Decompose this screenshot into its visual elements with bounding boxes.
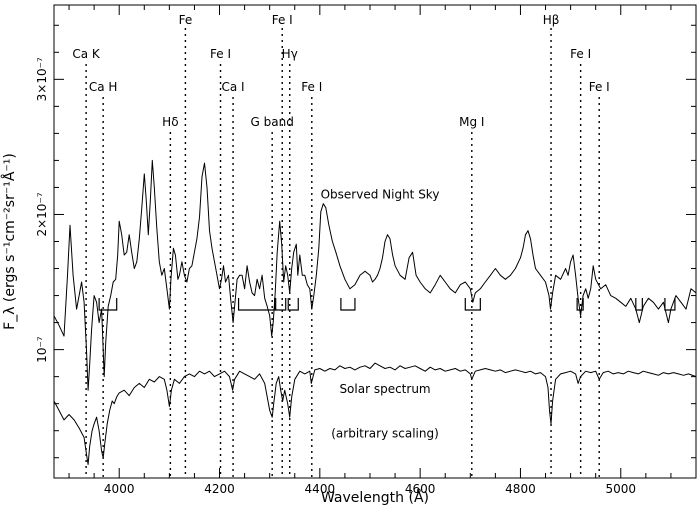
x-tick-label: 4400 (305, 482, 336, 496)
line-marker-label: Fe I (589, 80, 610, 94)
line-marker-label: Fe (179, 13, 193, 27)
chart-annotations: Observed Night Sky Solar spectrum (arbitra… (321, 187, 440, 440)
y-tick-label: 3×10⁻⁷ (35, 57, 49, 101)
feature-bracket (275, 298, 287, 311)
observed-night-sky-line (53, 159, 697, 391)
feature-bracket (464, 298, 481, 311)
line-marker-label: Hβ (543, 13, 560, 27)
solar-spectrum-line (53, 362, 697, 465)
line-marker-label: Fe I (272, 13, 293, 27)
x-tick-label: 4000 (104, 482, 135, 496)
line-marker-label: Mg I (459, 115, 484, 129)
feature-bracket (664, 298, 676, 311)
line-marker-label: Fe I (301, 80, 322, 94)
y-tick-label: 2×10⁻⁷ (35, 192, 49, 236)
feature-bracket (237, 298, 276, 311)
feature-bracket (635, 298, 643, 311)
feature-brackets (98, 298, 676, 311)
x-tick-label: 5000 (605, 482, 636, 496)
line-marker-label: Ca I (222, 80, 245, 94)
chart-annotation: (arbitrary scaling) (331, 426, 439, 440)
line-marker-label: Ca H (89, 80, 118, 94)
chart-annotation: Solar spectrum (339, 382, 430, 396)
y-tick-label: 10⁻⁷ (35, 336, 49, 363)
x-tick-label: 4600 (405, 482, 436, 496)
chart-labels: 4000 4200 4400 4600 4800 5000 10⁻⁷ 2×10⁻⁷ 3×10⁻⁷… (35, 13, 636, 496)
x-tick-label: 4800 (505, 482, 536, 496)
y-axis-title: F_λ (ergs s⁻¹cm⁻²sr⁻¹Å⁻¹) (1, 153, 18, 330)
line-marker-label: Ca K (72, 47, 101, 61)
chart-annotation: Observed Night Sky (321, 187, 440, 201)
feature-bracket (340, 298, 356, 311)
x-tick-label: 4200 (204, 482, 235, 496)
feature-bracket (287, 298, 299, 311)
x-axis-title: Wavelength (Å) (321, 489, 429, 506)
line-markers (85, 28, 600, 478)
line-marker-label: Hγ (282, 47, 298, 61)
plot-frame (53, 4, 697, 479)
line-marker-label: Fe I (570, 47, 591, 61)
line-marker-label: Fe I (210, 47, 231, 61)
spectrum-series (53, 159, 697, 465)
line-marker-label: Hδ (162, 115, 178, 129)
axis-ticks (54, 5, 697, 478)
line-marker-label: G band (251, 115, 294, 129)
